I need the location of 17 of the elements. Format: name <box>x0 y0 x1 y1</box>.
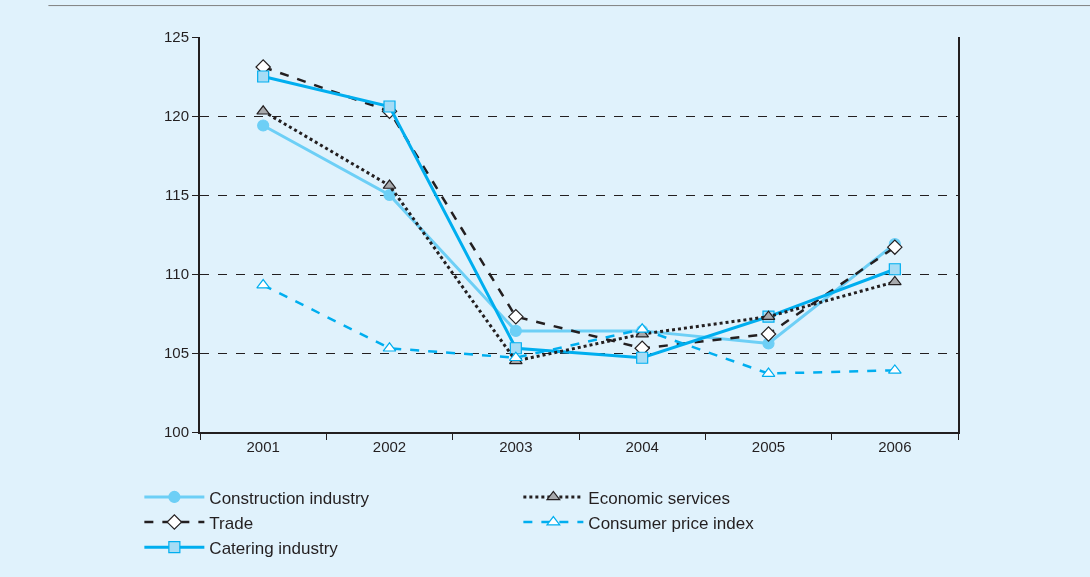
y-tick-label: 115 <box>165 186 189 204</box>
legend-label: Construction industry <box>209 488 370 508</box>
x-tick-label: 2003 <box>499 438 533 455</box>
legend-label: Consumer price index <box>588 513 755 533</box>
y-tick-label: 125 <box>163 28 189 46</box>
legend-label: Economic services <box>588 488 731 508</box>
y-tick-label: 120 <box>163 107 189 125</box>
legend-label: Trade <box>209 513 254 533</box>
y-tick-label: 110 <box>165 265 189 283</box>
y-tick-label: 100 <box>163 423 189 441</box>
x-tick-label: 2006 <box>878 438 912 455</box>
x-tick-label: 2001 <box>246 438 280 455</box>
y-tick-label: 105 <box>163 344 189 362</box>
x-tick-label: 2002 <box>372 438 407 455</box>
x-tick-label: 2004 <box>625 438 659 455</box>
legend-label: Catering industry <box>209 538 339 558</box>
x-tick-label: 2005 <box>751 438 786 455</box>
